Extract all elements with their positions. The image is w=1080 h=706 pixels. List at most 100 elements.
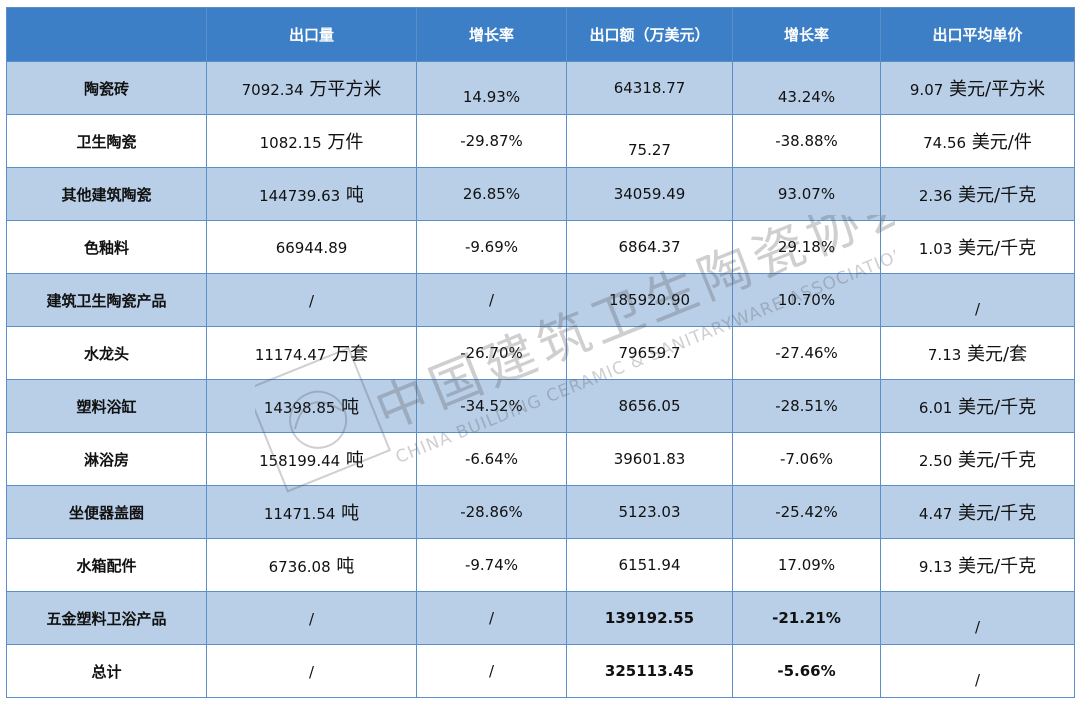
row-volume-unit: 吨 (335, 397, 360, 418)
header-cell-avg-price: 出口平均单价 (880, 7, 1075, 62)
row-avg-price-cell: 6.01 美元/千克 (880, 379, 1075, 433)
row-amount-cell: 139192.55 (566, 591, 733, 645)
row-amount-growth-cell: 29.18% (732, 220, 881, 274)
header-cell-amount: 出口额（万美元） (566, 7, 733, 62)
row-avg-price-cell: 2.50 美元/千克 (880, 432, 1075, 486)
row-amount-cell: 39601.83 (566, 432, 733, 486)
row-amount: 39601.83 (613, 450, 686, 468)
row-avg-price-unit: 美元/千克 (952, 503, 1037, 524)
row-volume-growth: -6.64% (464, 450, 519, 468)
row-avg-price: / (974, 299, 981, 318)
row-amount: 6151.94 (618, 556, 681, 574)
row-amount-cell: 6864.37 (566, 220, 733, 274)
row-amount-growth: 29.18% (777, 238, 836, 256)
row-avg-price-unit: 美元/平方米 (943, 79, 1046, 100)
row-amount-growth-cell: -25.42% (732, 485, 881, 539)
row-volume-cell: / (206, 591, 417, 645)
row-category-cell: 色釉料 (6, 220, 207, 274)
row-amount-growth: -5.66% (777, 662, 836, 680)
row-avg-price: / (974, 617, 981, 636)
table-row: 水龙头 11174.47 万套 -26.70% 79659.7 -27.46% 7.13 … (6, 326, 1075, 380)
row-volume-unit: 万套 (326, 344, 369, 365)
row-volume-growth: -29.87% (460, 132, 523, 150)
row-volume-cell: 144739.63 吨 (206, 167, 417, 221)
row-volume: 158199.44 (259, 452, 341, 470)
row-volume: 11471.54 (263, 505, 336, 523)
row-category: 五金塑料卫浴产品 (46, 609, 167, 628)
row-amount-growth-cell: -7.06% (732, 432, 881, 486)
row-category-cell: 水箱配件 (6, 538, 207, 592)
row-category: 总计 (91, 662, 122, 681)
row-volume-cell: 66944.89 (206, 220, 417, 274)
row-amount: 75.27 (628, 141, 671, 159)
row-amount-growth: -28.51% (775, 397, 838, 415)
row-volume-growth-cell: 14.93% (416, 61, 567, 115)
row-amount-growth-cell: -27.46% (732, 326, 881, 380)
row-amount-growth-cell: 10.70% (732, 273, 881, 327)
row-volume: / (308, 662, 315, 681)
row-category-cell: 淋浴房 (6, 432, 207, 486)
header-cell-volume-growth: 增长率 (416, 7, 567, 62)
table-row: 陶瓷砖 7092.34 万平方米 14.93% 64318.77 43.24% 9.07 … (6, 61, 1075, 115)
row-volume: 6736.08 (268, 558, 331, 576)
row-volume-cell: / (206, 273, 417, 327)
row-avg-price: / (974, 670, 981, 689)
row-volume-growth: / (488, 609, 495, 627)
row-amount-cell: 64318.77 (566, 61, 733, 115)
row-category: 淋浴房 (83, 450, 129, 469)
table-row: 建筑卫生陶瓷产品 / / 185920.90 10.70% / (6, 273, 1075, 327)
table-row: 塑料浴缸 14398.85 吨 -34.52% 8656.05 -28.51% 6.01 … (6, 379, 1075, 433)
row-volume: 66944.89 (275, 238, 348, 257)
row-avg-price: 74.56 (923, 134, 967, 152)
row-volume-cell: 158199.44 吨 (206, 432, 417, 486)
row-volume-cell: 11471.54 吨 (206, 485, 417, 539)
row-volume-growth-cell: -26.70% (416, 326, 567, 380)
row-amount: 8656.05 (618, 397, 681, 415)
row-amount: 6864.37 (618, 238, 681, 256)
row-amount-cell: 75.27 (566, 114, 733, 168)
row-amount: 325113.45 (604, 662, 695, 680)
table-row: 水箱配件 6736.08 吨 -9.74% 6151.94 17.09% 9.13 美元/… (6, 538, 1075, 592)
row-volume-cell: 1082.15 万件 (206, 114, 417, 168)
row-category: 水箱配件 (76, 556, 137, 575)
row-category: 塑料浴缸 (76, 397, 137, 416)
row-volume-growth: -28.86% (460, 503, 523, 521)
row-volume-growth: 14.93% (462, 88, 521, 106)
row-volume-cell: 6736.08 吨 (206, 538, 417, 592)
row-volume-growth-cell: -34.52% (416, 379, 567, 433)
row-volume-growth-cell: -9.74% (416, 538, 567, 592)
row-volume-growth-cell: / (416, 644, 567, 698)
row-avg-price-cell: 9.07 美元/平方米 (880, 61, 1075, 115)
row-avg-price-unit: 美元/千克 (952, 450, 1037, 471)
row-category: 水龙头 (83, 344, 129, 363)
row-volume: 7092.34 (241, 81, 304, 99)
row-amount-cell: 185920.90 (566, 273, 733, 327)
row-volume-cell: 14398.85 吨 (206, 379, 417, 433)
row-avg-price-cell: 9.13 美元/千克 (880, 538, 1075, 592)
row-category: 陶瓷砖 (83, 79, 129, 98)
row-amount: 64318.77 (613, 79, 686, 97)
row-category: 建筑卫生陶瓷产品 (46, 291, 167, 310)
row-volume: 14398.85 (263, 399, 336, 417)
table-row: 坐便器盖圈 11471.54 吨 -28.86% 5123.03 -25.42% 4.47… (6, 485, 1075, 539)
row-volume: 1082.15 (259, 134, 322, 152)
row-category-cell: 其他建筑陶瓷 (6, 167, 207, 221)
row-amount-growth-cell: 17.09% (732, 538, 881, 592)
row-amount-growth-cell: -5.66% (732, 644, 881, 698)
row-category-cell: 陶瓷砖 (6, 61, 207, 115)
row-avg-price-unit: 美元/件 (966, 132, 1032, 153)
row-avg-price: 2.36 (918, 187, 953, 205)
row-avg-price: 1.03 (918, 240, 953, 258)
export-table-wrapper: 出口量 增长率 出口额（万美元） 增长率 出口平均单价 陶瓷砖 7092.34 万… (6, 7, 1075, 698)
row-amount-cell: 34059.49 (566, 167, 733, 221)
row-category-cell: 五金塑料卫浴产品 (6, 591, 207, 645)
row-avg-price: 4.47 (918, 505, 953, 523)
table-body: 陶瓷砖 7092.34 万平方米 14.93% 64318.77 43.24% 9.07 … (6, 61, 1075, 698)
row-volume-growth-cell: -28.86% (416, 485, 567, 539)
row-volume-unit: 吨 (330, 556, 355, 577)
row-category: 卫生陶瓷 (76, 132, 137, 151)
row-amount: 139192.55 (604, 609, 695, 627)
row-amount-growth: 43.24% (777, 88, 836, 106)
row-avg-price-cell: 4.47 美元/千克 (880, 485, 1075, 539)
row-volume: / (308, 609, 315, 628)
